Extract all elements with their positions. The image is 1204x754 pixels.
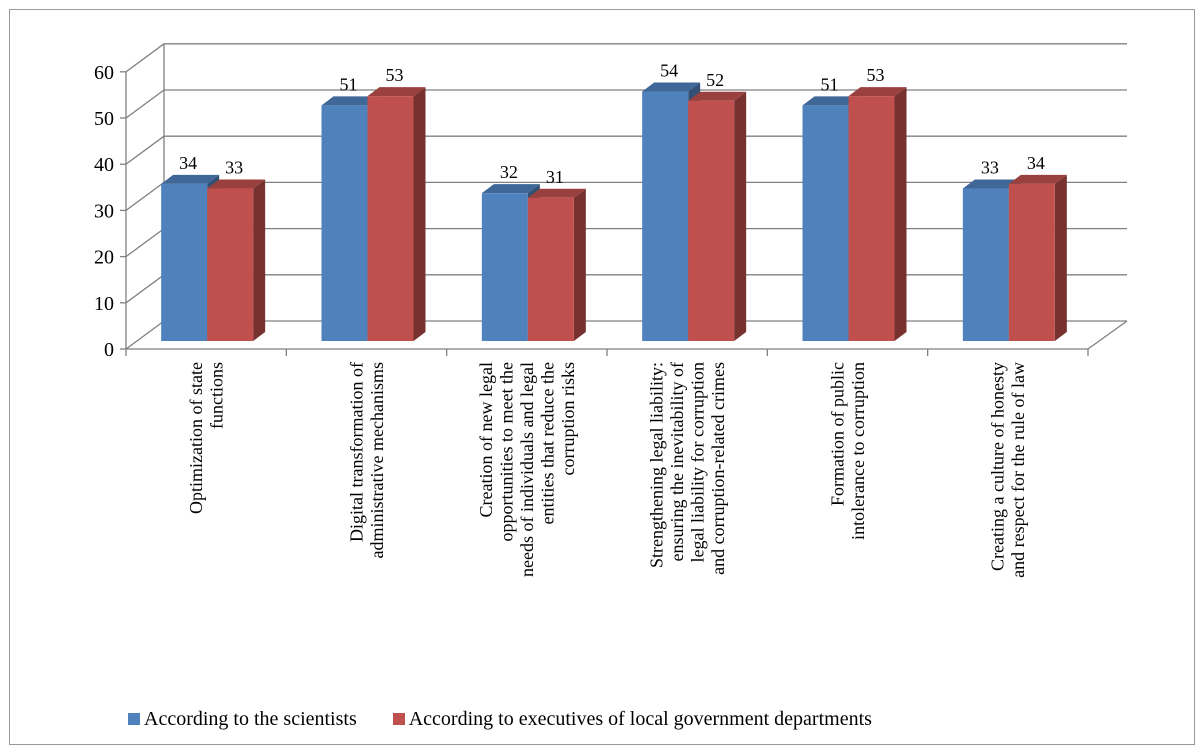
x-category-label-line: opportunities to meet the — [496, 362, 516, 541]
data-label: 31 — [546, 167, 564, 187]
legend-item-executives: According to executives of local governm… — [392, 707, 872, 731]
bar-side — [573, 188, 586, 341]
bar — [1008, 183, 1055, 341]
data-label: 53 — [867, 65, 885, 85]
x-category-label-line: Formation of public — [827, 362, 847, 506]
legend-label-scientists: According to the scientists — [144, 707, 357, 730]
bar-top — [848, 87, 907, 97]
x-category-label-line: needs of individuals and legal — [517, 362, 537, 577]
bar — [688, 100, 735, 341]
y-tick-label: 30 — [94, 200, 114, 222]
data-label: 32 — [500, 162, 518, 182]
gridline-depth — [125, 274, 165, 304]
x-category-label-line: Digital transformation of — [346, 362, 366, 542]
bar — [642, 91, 689, 342]
y-tick-label: 40 — [94, 154, 114, 176]
bar-top — [481, 184, 540, 194]
y-tick-label: 60 — [94, 62, 114, 84]
legend-swatch-executives — [392, 713, 405, 725]
gridline-depth — [125, 43, 165, 73]
bar-top — [802, 96, 861, 106]
y-tick-label: 10 — [94, 293, 114, 315]
bar — [367, 96, 414, 341]
x-category-label-line: legal liability for corruption — [687, 362, 707, 562]
data-label: 52 — [706, 70, 724, 90]
bar-side — [253, 179, 266, 341]
x-category-label-line: corruption risks — [558, 362, 578, 475]
chart-frame — [9, 9, 1195, 745]
gridline-depth — [125, 135, 165, 165]
x-category-label-line: Strengthening legal liability: — [646, 362, 666, 568]
bar — [527, 197, 574, 341]
x-category-label-line: and respect for the rule of law — [1008, 362, 1028, 578]
x-category-label: Strengthening legal liability: ensuring t… — [646, 362, 728, 575]
bar-side — [894, 87, 907, 341]
y-tick-label: 50 — [94, 108, 114, 130]
data-label: 34 — [1027, 153, 1045, 173]
gridline-depth — [125, 181, 165, 211]
x-category-label-line: entities that reduce the — [537, 362, 557, 524]
bar — [802, 105, 849, 341]
x-category-label: Creating a culture of honesty and respect… — [988, 362, 1028, 578]
bar-side — [1054, 174, 1067, 341]
x-category-label-line: intolerance to corruption — [848, 362, 868, 540]
bar-side — [413, 87, 426, 341]
bar — [161, 183, 208, 341]
legend-item-scientists: According to the scientists — [128, 708, 357, 731]
data-label: 34 — [179, 153, 197, 173]
x-category-label-line: Optimization of state — [186, 362, 206, 514]
data-label: 33 — [225, 158, 243, 178]
bar — [321, 105, 368, 341]
bar-top — [527, 188, 586, 198]
bar — [848, 96, 895, 341]
bar-top — [688, 91, 747, 101]
legend: According to the scientists According to… — [128, 706, 908, 732]
x-category-label-line: functions — [206, 362, 226, 429]
bar — [481, 193, 528, 341]
bar — [962, 188, 1009, 341]
gridline-depth — [125, 228, 165, 258]
bar-side — [734, 91, 747, 341]
x-category-label: Digital transformation of administrative … — [346, 362, 387, 558]
legend-label-executives: According to executives of local governm… — [408, 707, 872, 730]
x-category-label-line: and corruption-related crimes — [708, 362, 728, 575]
bar-top — [321, 96, 380, 106]
legend-swatch-scientists — [128, 713, 140, 725]
x-category-label-line: administrative mechanisms — [367, 362, 387, 558]
x-category-label-line: ensuring the inevitability of — [667, 362, 687, 561]
data-label: 54 — [660, 61, 678, 81]
x-category-label-line: Creation of new legal — [476, 362, 496, 517]
x-category-label: Optimization of state functions — [186, 362, 227, 514]
data-label: 33 — [981, 158, 999, 178]
bar-top — [161, 174, 220, 184]
x-category-label: Creation of new legal opportunities to me… — [476, 362, 578, 577]
data-label: 53 — [386, 65, 404, 85]
bar-top — [1008, 174, 1067, 184]
x-category-label: Formation of public intolerance to corrup… — [827, 362, 868, 540]
y-tick-label: 0 — [104, 339, 114, 361]
data-label: 51 — [821, 74, 839, 94]
gridline-depth — [125, 89, 165, 119]
bar-top — [207, 179, 266, 189]
bar — [207, 188, 254, 341]
gridline-depth — [125, 320, 165, 350]
bar-top — [367, 87, 426, 97]
x-category-label-line: Creating a culture of honesty — [988, 362, 1008, 571]
bar-top — [962, 179, 1021, 189]
bar-top — [642, 82, 701, 92]
data-label: 51 — [340, 74, 358, 94]
y-tick-label: 20 — [94, 247, 114, 269]
floor-right-edge — [1087, 320, 1128, 350]
